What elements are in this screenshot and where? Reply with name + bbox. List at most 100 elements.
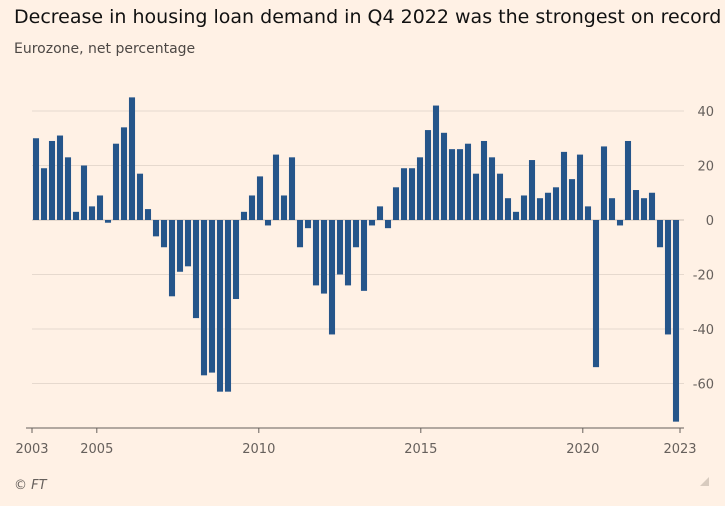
bar-2022-Q2 bbox=[648, 192, 656, 220]
bar-2013-Q3 bbox=[368, 220, 376, 226]
bar-2008-Q2 bbox=[200, 220, 208, 376]
bar-2015-Q3 bbox=[432, 105, 440, 220]
bar-2021-Q3 bbox=[624, 140, 632, 220]
bar-2004-Q1 bbox=[64, 157, 72, 220]
bar-2015-Q1 bbox=[416, 157, 424, 220]
bar-2005-Q1 bbox=[96, 195, 104, 220]
bar-2016-Q2 bbox=[456, 149, 464, 220]
chart-title: Decrease in housing loan demand in Q4 20… bbox=[14, 6, 722, 28]
bar-2009-Q3 bbox=[240, 211, 248, 220]
bar-2018-Q2 bbox=[520, 195, 528, 220]
bar-2019-Q1 bbox=[544, 192, 552, 220]
bar-2014-Q2 bbox=[392, 187, 400, 220]
bar-2009-Q4 bbox=[248, 195, 256, 220]
bar-2015-Q2 bbox=[424, 130, 432, 220]
x-tick-label: 2010 bbox=[242, 442, 275, 457]
bar-2004-Q3 bbox=[80, 165, 88, 220]
bar-2008-Q3 bbox=[208, 220, 216, 373]
bar-2012-Q4 bbox=[344, 220, 352, 286]
bar-2006-Q1 bbox=[128, 97, 136, 220]
bar-2022-Q3 bbox=[656, 220, 664, 248]
x-axis-ticks: 2003 2005 2010 2015 2020 2023 bbox=[15, 428, 697, 457]
bar-2009-Q1 bbox=[224, 220, 232, 392]
bar-2021-Q1 bbox=[608, 198, 616, 220]
bar-2003-Q1 bbox=[32, 138, 40, 220]
bar-2012-Q3 bbox=[336, 220, 344, 275]
bar-2014-Q4 bbox=[408, 168, 416, 220]
bar-2010-Q3 bbox=[272, 154, 280, 220]
bar-2014-Q3 bbox=[400, 168, 408, 220]
bar-2017-Q2 bbox=[488, 157, 496, 220]
bar-2003-Q4 bbox=[56, 135, 64, 220]
chart-subtitle: Eurozone, net percentage bbox=[14, 41, 196, 57]
bar-2005-Q2 bbox=[104, 220, 112, 223]
x-tick-label: 2015 bbox=[404, 442, 437, 457]
bar-2003-Q3 bbox=[48, 140, 56, 220]
x-tick-label: 2020 bbox=[566, 442, 599, 457]
bar-2016-Q1 bbox=[448, 149, 456, 220]
y-tick-label: -40 bbox=[693, 323, 714, 338]
y-tick-label: -20 bbox=[693, 269, 714, 284]
bar-2006-Q3 bbox=[144, 209, 152, 220]
bar-2004-Q2 bbox=[72, 211, 80, 220]
y-axis-ticks: 40 20 0 -20 -40 -60 bbox=[693, 105, 714, 393]
x-tick-label: 2003 bbox=[15, 442, 48, 457]
bar-2013-Q2 bbox=[360, 220, 368, 291]
bar-2013-Q1 bbox=[352, 220, 360, 248]
bar-2021-Q4 bbox=[632, 190, 640, 220]
bar-2017-Q4 bbox=[504, 198, 512, 220]
bar-undefined bbox=[672, 220, 680, 422]
resize-corner-icon bbox=[700, 477, 709, 486]
y-tick-label: 0 bbox=[706, 214, 714, 229]
bar-2014-Q1 bbox=[384, 220, 392, 229]
bar-2020-Q3 bbox=[592, 220, 600, 368]
bar-2004-Q4 bbox=[88, 206, 96, 220]
bar-2008-Q1 bbox=[192, 220, 200, 319]
bar-2020-Q1 bbox=[576, 154, 584, 220]
bars bbox=[32, 97, 680, 422]
bar-2003-Q2 bbox=[40, 168, 48, 220]
source-credit: © FT bbox=[14, 478, 47, 493]
bar-2007-Q4 bbox=[184, 220, 192, 267]
bar-2020-Q2 bbox=[584, 206, 592, 220]
bar-2018-Q3 bbox=[528, 160, 536, 220]
bar-2007-Q3 bbox=[176, 220, 184, 272]
bar-2010-Q1 bbox=[256, 176, 264, 220]
bar-2010-Q4 bbox=[280, 195, 288, 220]
bar-2013-Q4 bbox=[376, 206, 384, 220]
bar-2011-Q1 bbox=[288, 157, 296, 220]
bar-2015-Q4 bbox=[440, 132, 448, 220]
bar-2019-Q3 bbox=[560, 151, 568, 220]
bar-2016-Q4 bbox=[472, 173, 480, 220]
bar-2010-Q2 bbox=[264, 220, 272, 226]
bar-2008-Q4 bbox=[216, 220, 224, 392]
bar-2006-Q4 bbox=[152, 220, 160, 237]
bar-2012-Q2 bbox=[328, 220, 336, 335]
y-tick-label: 20 bbox=[697, 160, 714, 175]
bar-2005-Q3 bbox=[112, 143, 120, 220]
bar-2012-Q1 bbox=[320, 220, 328, 294]
bar-2016-Q3 bbox=[464, 143, 472, 220]
bar-2011-Q3 bbox=[304, 220, 312, 229]
bar-2022-Q1 bbox=[640, 198, 648, 220]
bar-2005-Q4 bbox=[120, 127, 128, 220]
bar-2007-Q1 bbox=[160, 220, 168, 248]
y-tick-label: 40 bbox=[697, 105, 714, 120]
bar-2011-Q2 bbox=[296, 220, 304, 248]
bar-2020-Q4 bbox=[600, 146, 608, 220]
bar-2009-Q2 bbox=[232, 220, 240, 300]
bar-2006-Q2 bbox=[136, 173, 144, 220]
bar-2017-Q1 bbox=[480, 140, 488, 220]
bar-2019-Q2 bbox=[552, 187, 560, 220]
bar-2022-Q4 bbox=[664, 220, 672, 335]
x-tick-label: 2023 bbox=[663, 442, 696, 457]
bar-2018-Q1 bbox=[512, 211, 520, 220]
bar-2021-Q2 bbox=[616, 220, 624, 226]
bar-2007-Q2 bbox=[168, 220, 176, 297]
y-tick-label: -60 bbox=[693, 378, 714, 393]
bar-2011-Q4 bbox=[312, 220, 320, 286]
bar-2018-Q4 bbox=[536, 198, 544, 220]
bar-2019-Q4 bbox=[568, 179, 576, 220]
x-tick-label: 2005 bbox=[80, 442, 113, 457]
